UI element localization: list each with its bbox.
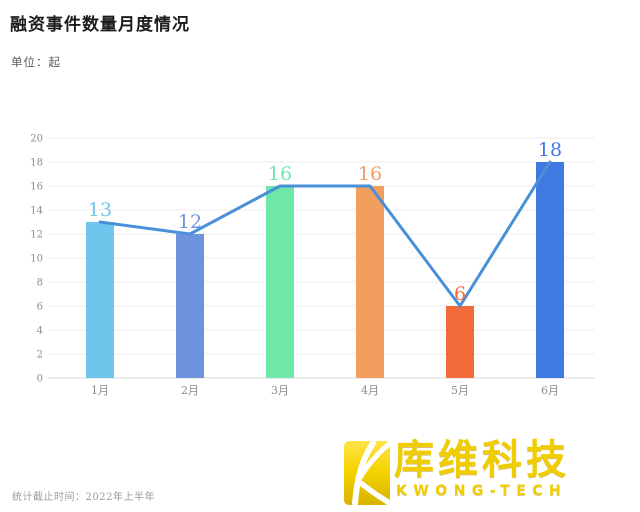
- x-tick-label: 6月: [541, 384, 559, 397]
- y-tick-label: 20: [30, 134, 43, 145]
- bar-1月: [86, 222, 114, 378]
- x-tick-label: 1月: [91, 384, 109, 397]
- bar-value-label: 18: [538, 139, 562, 161]
- trend-line: [98, 160, 552, 308]
- page-title: 融资事件数量月度情况: [10, 15, 190, 35]
- y-tick-label: 4: [37, 326, 43, 337]
- logo-text: 库维科技 KWONG-TECH: [394, 438, 570, 499]
- bar-4月: [356, 186, 384, 378]
- bar-value-label: 13: [88, 199, 112, 221]
- bar-value-label: 6: [454, 283, 466, 305]
- y-tick-label: 2: [37, 350, 43, 361]
- y-tick-label: 14: [30, 206, 43, 217]
- x-tick-label: 4月: [361, 384, 379, 397]
- bar-value-label: 16: [268, 163, 292, 185]
- y-tick-label: 16: [30, 182, 43, 193]
- y-tick-label: 8: [37, 278, 43, 289]
- y-tick-label: 12: [30, 230, 43, 241]
- y-tick-label: 10: [30, 254, 43, 265]
- unit-label: 单位：起: [11, 55, 61, 69]
- y-tick-label: 18: [30, 158, 43, 169]
- footer-note: 统计截止时间：2022年上半年: [12, 492, 155, 503]
- brand-logo: 库维科技 KWONG-TECH: [344, 438, 570, 505]
- bar-2月: [176, 234, 204, 378]
- bar-value-label: 12: [178, 211, 202, 233]
- x-tick-label: 5月: [451, 384, 469, 397]
- y-tick-label: 0: [37, 374, 43, 385]
- logo-name-cn: 库维科技: [394, 437, 570, 483]
- logo-name-en: KWONG-TECH: [396, 483, 568, 499]
- bar-6月: [536, 162, 564, 378]
- y-tick-label: 6: [37, 302, 43, 313]
- x-tick-label: 2月: [181, 384, 199, 397]
- bar-5月: [446, 306, 474, 378]
- bar-value-label: 16: [358, 163, 382, 185]
- logo-k-icon: [344, 441, 390, 505]
- bar-3月: [266, 186, 294, 378]
- x-tick-label: 3月: [271, 384, 289, 397]
